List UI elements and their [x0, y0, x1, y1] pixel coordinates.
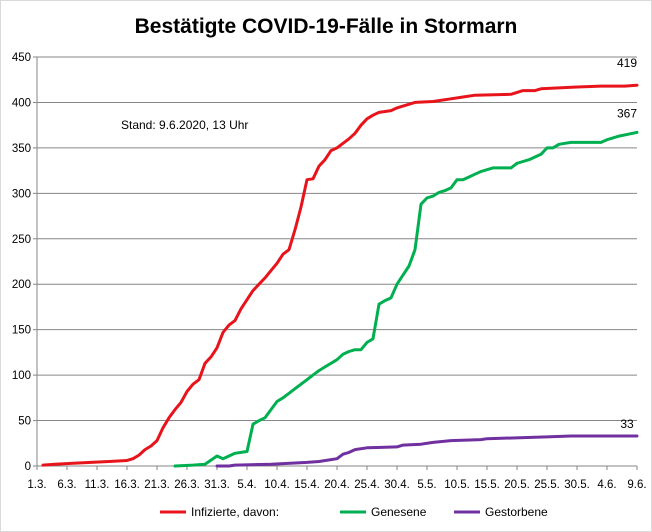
- series-line-infizierte-davon: [41, 83, 639, 467]
- y-tick-label: 250: [12, 234, 31, 246]
- y-tick-label: 200: [12, 279, 31, 291]
- y-tick-label: 400: [12, 97, 31, 109]
- y-tick-label: 100: [12, 370, 31, 382]
- x-tick-label: 30.5.: [564, 479, 590, 491]
- x-tick-label: 9.6.: [627, 479, 646, 491]
- x-tick-label: 26.3.: [174, 479, 200, 491]
- y-tick-label: 300: [12, 188, 31, 200]
- y-tick-label: 50: [18, 416, 31, 428]
- legend-label-genesene: Genesene: [371, 505, 427, 519]
- x-tick-label: 6.3.: [57, 479, 76, 491]
- series-lines: [41, 83, 639, 468]
- x-tick-label: 5.4.: [237, 479, 256, 491]
- x-tick-label: 5.5.: [417, 479, 436, 491]
- legend-label-gestorbene: Gestorbene: [485, 505, 548, 519]
- legend: Infizierte, davon: Genesene Gestorbene: [160, 505, 548, 519]
- end-label-gestorbene: 33: [620, 417, 634, 431]
- x-tick-label: 10.5.: [444, 479, 470, 491]
- axes: [36, 57, 637, 467]
- x-tick-label: 1.3.: [27, 479, 46, 491]
- x-tick-label: 16.3.: [114, 479, 140, 491]
- y-tick-label: 350: [12, 143, 31, 155]
- x-tick-label: 10.4.: [264, 479, 290, 491]
- x-tick-label: 4.6.: [597, 479, 616, 491]
- y-tick-label: 450: [12, 52, 31, 64]
- x-tick-labels: 1.3. 6.3. 11.3. 16.3. 21.3. 26.3. 31.3. 5.4. 10.…: [27, 479, 646, 491]
- end-label-genesene: 367: [617, 106, 637, 120]
- y-tick-label: 0: [25, 461, 31, 473]
- x-tick-label: 21.3.: [144, 479, 170, 491]
- stand-annotation: Stand: 9.6.2020, 13 Uhr: [121, 118, 248, 132]
- end-label-infizierte-davon: 419: [617, 56, 637, 70]
- x-tick-label: 15.4.: [294, 479, 320, 491]
- legend-label-infizierte-davon: Infizierte, davon:: [191, 505, 279, 519]
- y-tick-labels: 0 50 100 150 200 250 300 350 400 450: [12, 52, 31, 473]
- x-tick-label: 20.5.: [504, 479, 530, 491]
- x-tick-label: 25.4.: [354, 479, 380, 491]
- series-line-gestorbene: [215, 434, 639, 468]
- x-tick-label: 15.5.: [474, 479, 500, 491]
- series-line-genesene: [173, 130, 639, 468]
- end-labels: 419 367 33: [617, 56, 637, 431]
- x-tick-label: 30.4.: [384, 479, 410, 491]
- x-tick-label: 11.3.: [85, 479, 110, 491]
- chart-title: Bestätigte COVID-19-Fälle in Stormarn: [135, 15, 518, 38]
- y-tick-label: 150: [12, 325, 31, 337]
- x-tick-label: 31.3.: [204, 479, 230, 491]
- x-tick-label: 20.4.: [324, 479, 350, 491]
- x-tick-label: 25.5.: [534, 479, 560, 491]
